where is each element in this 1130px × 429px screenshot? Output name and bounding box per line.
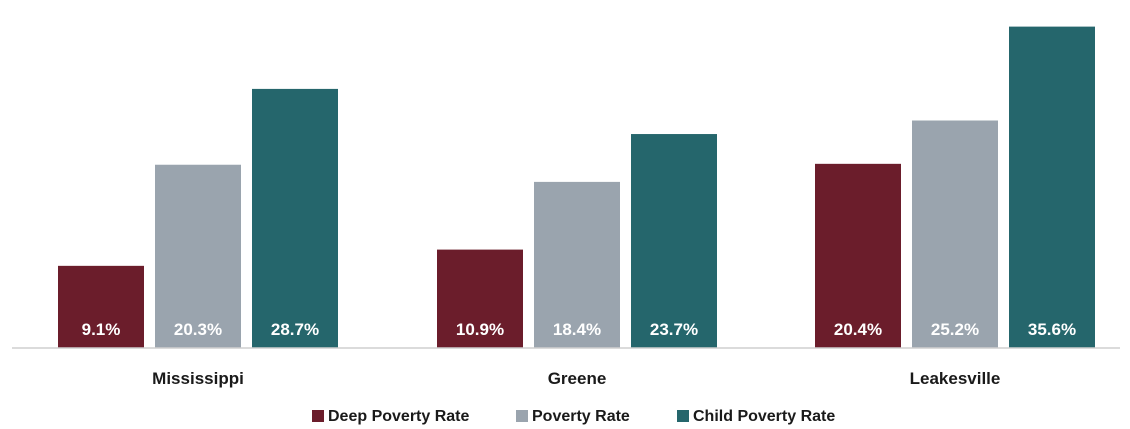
data-label-mississippi-poverty-rate: 20.3% <box>174 320 222 339</box>
category-labels: Mississippi Greene Leakesville <box>152 369 1000 388</box>
legend: Deep Poverty Rate Poverty Rate Child Pover… <box>312 408 835 425</box>
data-label-mississippi-child-poverty-rate: 28.7% <box>271 320 319 339</box>
bar-leakesville-poverty-rate <box>912 121 998 349</box>
data-label-greene-deep-poverty-rate: 10.9% <box>456 320 504 339</box>
data-label-greene-child-poverty-rate: 23.7% <box>650 320 698 339</box>
category-label-greene: Greene <box>548 369 607 388</box>
legend-swatch-child-poverty-rate <box>677 410 689 422</box>
data-label-greene-poverty-rate: 18.4% <box>553 320 601 339</box>
category-label-leakesville: Leakesville <box>910 369 1001 388</box>
bar-leakesville-child-poverty-rate <box>1009 27 1095 348</box>
legend-swatch-deep-poverty-rate <box>312 410 324 422</box>
legend-swatch-poverty-rate <box>516 410 528 422</box>
legend-label-poverty-rate: Poverty Rate <box>532 408 630 425</box>
data-label-leakesville-child-poverty-rate: 35.6% <box>1028 320 1076 339</box>
legend-label-deep-poverty-rate: Deep Poverty Rate <box>328 408 469 425</box>
bar-greene-child-poverty-rate <box>631 134 717 348</box>
data-label-leakesville-poverty-rate: 25.2% <box>931 320 979 339</box>
bar-mississippi-child-poverty-rate <box>252 89 338 348</box>
category-label-mississippi: Mississippi <box>152 369 244 388</box>
bars-group: 9.1% 20.3% 28.7% 10.9% 18.4% 23.7% 20.4% 25.2% 3… <box>58 27 1095 348</box>
data-label-mississippi-deep-poverty-rate: 9.1% <box>82 320 121 339</box>
legend-label-child-poverty-rate: Child Poverty Rate <box>693 408 835 425</box>
data-label-leakesville-deep-poverty-rate: 20.4% <box>834 320 882 339</box>
